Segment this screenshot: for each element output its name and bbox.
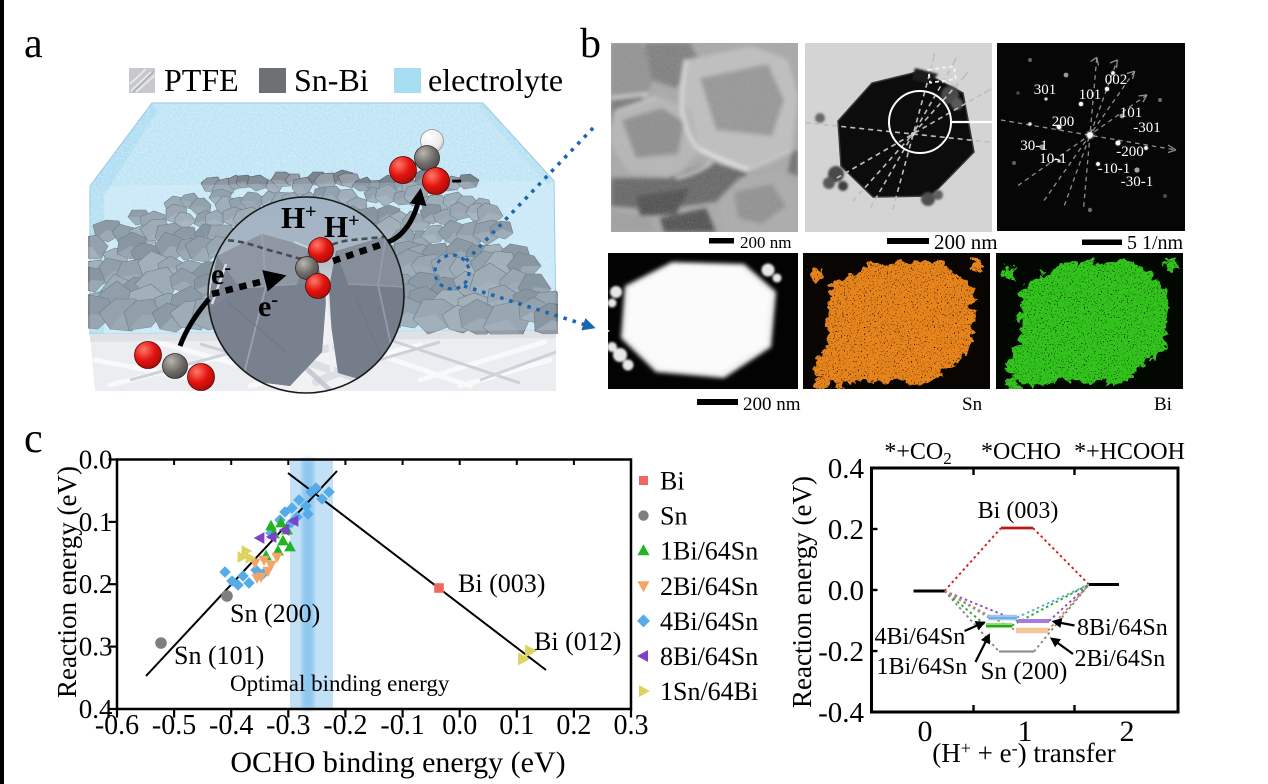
svg-text:Sn: Sn: [962, 394, 983, 415]
svg-text:Bi (003): Bi (003): [458, 569, 545, 598]
svg-text:0.0: 0.0: [79, 445, 113, 475]
svg-text:Reaction energy (eV): Reaction energy (eV): [787, 476, 817, 708]
svg-text:8Bi/64Sn: 8Bi/64Sn: [660, 642, 758, 671]
svg-text:0.2: 0.2: [79, 569, 113, 599]
svg-text:Sn-Bi: Sn-Bi: [294, 62, 369, 98]
svg-text:Bi: Bi: [660, 467, 685, 496]
svg-text:-0.2: -0.2: [818, 636, 864, 668]
svg-text:200: 200: [1052, 114, 1075, 130]
svg-text:0.3: 0.3: [614, 710, 649, 741]
svg-text:200 nm: 200 nm: [743, 394, 801, 415]
svg-text:Reaction energy (eV): Reaction energy (eV): [52, 466, 82, 698]
svg-text:PTFE: PTFE: [164, 62, 239, 98]
svg-text:-0.4: -0.4: [818, 697, 864, 729]
svg-text:0.2: 0.2: [828, 514, 864, 546]
svg-text:-0.4: -0.4: [209, 710, 253, 741]
svg-text:1Bi/64Sn: 1Bi/64Sn: [660, 537, 758, 566]
svg-text:0.0: 0.0: [828, 575, 864, 607]
svg-text:2: 2: [1120, 715, 1135, 748]
svg-text:301: 301: [1034, 82, 1057, 98]
svg-text:Sn (200): Sn (200): [981, 658, 1068, 685]
svg-text:30-1: 30-1: [1020, 138, 1048, 154]
svg-text:*+HCOOH: *+HCOOH: [1074, 439, 1185, 465]
svg-text:Optimal binding energy: Optimal binding energy: [230, 671, 450, 696]
svg-text:Bi (012): Bi (012): [534, 627, 621, 656]
svg-text:0.1: 0.1: [499, 710, 534, 741]
svg-text:-301: -301: [1133, 120, 1161, 136]
svg-text:OCHO binding energy (eV): OCHO binding energy (eV): [230, 746, 565, 779]
svg-text:2Bi/64Sn: 2Bi/64Sn: [1075, 646, 1166, 672]
svg-text:0.1: 0.1: [79, 507, 113, 537]
svg-text:0.2: 0.2: [556, 710, 591, 741]
svg-text:0.4: 0.4: [79, 694, 113, 724]
svg-text:4Bi/64Sn: 4Bi/64Sn: [660, 607, 758, 636]
svg-text:0.4: 0.4: [828, 453, 865, 485]
svg-text:8Bi/64Sn: 8Bi/64Sn: [1077, 615, 1168, 641]
svg-text:101: 101: [1079, 87, 1102, 103]
svg-text:(H+ + e-) transfer: (H+ + e-) transfer: [932, 738, 1116, 768]
svg-text:-0.2: -0.2: [323, 710, 367, 741]
svg-text:0: 0: [918, 715, 933, 748]
svg-text:-0.5: -0.5: [152, 710, 196, 741]
svg-text:5 1/nm: 5 1/nm: [1127, 232, 1184, 254]
svg-text:Sn (200): Sn (200): [230, 599, 320, 628]
svg-text:4Bi/64Sn: 4Bi/64Sn: [875, 624, 966, 650]
svg-text:electrolyte: electrolyte: [428, 62, 563, 98]
svg-text:*OCHO: *OCHO: [981, 439, 1061, 465]
svg-text:Sn: Sn: [660, 502, 687, 531]
svg-text:0.3: 0.3: [79, 632, 113, 662]
svg-text:-30-1: -30-1: [1121, 174, 1154, 190]
svg-text:-0.1: -0.1: [380, 710, 424, 741]
svg-text:2Bi/64Sn: 2Bi/64Sn: [660, 572, 758, 601]
svg-text:-0.6: -0.6: [95, 710, 139, 741]
svg-text:-10-1: -10-1: [1098, 161, 1131, 177]
svg-text:10-1: 10-1: [1039, 151, 1067, 167]
svg-text:*+CO2: *+CO2: [884, 439, 951, 468]
svg-text:1: 1: [1018, 715, 1033, 748]
svg-text:Sn (101): Sn (101): [174, 641, 264, 670]
svg-text:002: 002: [1105, 72, 1128, 88]
svg-text:101: 101: [1120, 105, 1143, 121]
svg-text:200 nm: 200 nm: [740, 233, 791, 252]
svg-text:1Sn/64Bi: 1Sn/64Bi: [660, 677, 758, 706]
svg-text:-: -: [451, 160, 462, 197]
svg-text:1Bi/64Sn: 1Bi/64Sn: [877, 654, 968, 680]
svg-text:-200: -200: [1116, 144, 1144, 160]
svg-text:-0.3: -0.3: [266, 710, 310, 741]
svg-text:0.0: 0.0: [442, 710, 477, 741]
svg-text:200 nm: 200 nm: [934, 230, 998, 254]
svg-text:Bi (003): Bi (003): [978, 498, 1059, 524]
svg-text:Bi: Bi: [1154, 394, 1172, 415]
